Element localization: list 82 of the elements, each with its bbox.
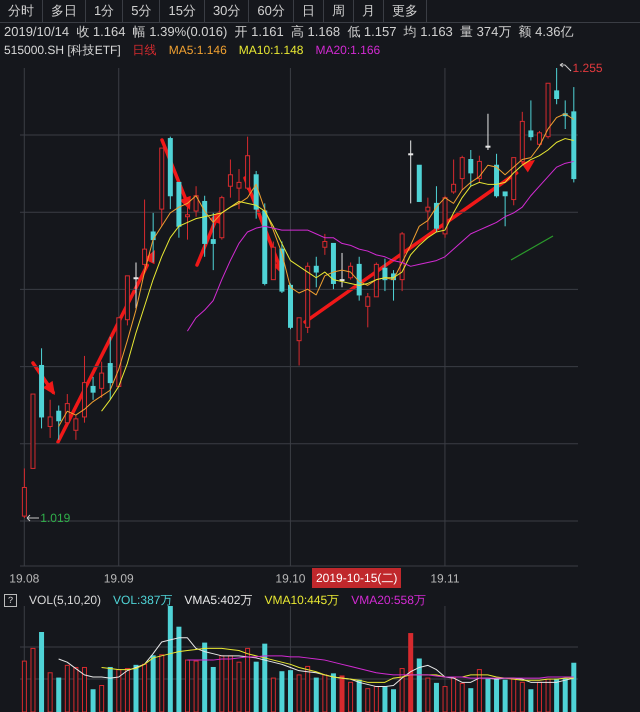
- candlestick: [485, 113, 490, 150]
- chart-title: VOL(5,10,20): [29, 592, 102, 608]
- text: 周: [324, 0, 354, 22]
- text: 30分: [204, 0, 250, 22]
- chart-title: 515000.SH [科技ETF]: [4, 42, 121, 58]
- candlestick: [254, 170, 259, 220]
- text: 更多: [384, 0, 427, 22]
- bar: [288, 670, 294, 712]
- text: VMA5:402万: [184, 592, 252, 608]
- candlestick: [210, 212, 216, 271]
- bar: [416, 658, 422, 712]
- text: 2019-10-15(二): [312, 568, 402, 588]
- candlestick: [99, 361, 104, 398]
- series-label: VOL:387万: [113, 592, 172, 608]
- text: MA20:1.166: [315, 42, 380, 58]
- bar: [39, 632, 44, 712]
- text: ?: [4, 594, 17, 606]
- annotation: 1.255: [572, 61, 603, 75]
- candlestick: [90, 376, 96, 400]
- text: 5分: [123, 0, 160, 22]
- text: MA10:1.148: [238, 42, 304, 58]
- bar: [554, 678, 560, 712]
- bar: [340, 675, 345, 712]
- x-tick-label: 19.10: [275, 572, 306, 586]
- bar: [434, 682, 439, 712]
- bar: [202, 642, 208, 712]
- text: 1分: [86, 0, 124, 22]
- bar: [562, 678, 568, 712]
- bar: [528, 689, 534, 712]
- candlestick: [365, 292, 370, 328]
- bar: [168, 606, 173, 712]
- text: 60分: [249, 0, 294, 22]
- candlestick: [39, 348, 44, 429]
- x-tick-label: 19.09: [104, 572, 134, 586]
- bar: [56, 678, 62, 712]
- candlestick: [571, 86, 576, 183]
- bar: [176, 626, 182, 712]
- text: VMA10:445万: [264, 592, 340, 608]
- candlestick: [133, 262, 138, 309]
- bar: [330, 673, 336, 712]
- bar: [571, 662, 576, 712]
- candlestick: [425, 197, 430, 231]
- text: 分时: [0, 0, 43, 22]
- chart-subtitle: 2019/10/14 收 1.164 幅 1.39%(0.016) 开 1.161 高 1.168 低 1.157 均 1.163 量 374万 额 4.36亿: [4, 23, 574, 41]
- candlestick: [108, 336, 113, 400]
- bar: [314, 678, 319, 712]
- bar: [210, 666, 216, 712]
- candlestick: [314, 256, 319, 288]
- bar: [468, 688, 474, 712]
- candlestick: [528, 100, 534, 141]
- bar: [356, 680, 362, 712]
- bar: [382, 686, 388, 712]
- candlestick: [228, 159, 233, 198]
- bar: [485, 678, 490, 712]
- text: 月: [354, 0, 384, 22]
- text: MA5:1.146: [168, 42, 227, 58]
- bar: [150, 655, 156, 712]
- candlestick: [408, 140, 414, 204]
- bar: [133, 664, 138, 712]
- bar: [279, 671, 284, 712]
- bar: [391, 689, 396, 712]
- bar: [90, 689, 96, 712]
- candlestick: [64, 394, 70, 427]
- x-tick-label: 19.11: [430, 572, 460, 586]
- candlestick: [236, 168, 242, 210]
- bar: [502, 680, 508, 712]
- text: 日: [294, 0, 324, 22]
- candlestick: [184, 206, 190, 240]
- bar: [262, 644, 268, 712]
- text: 多日: [43, 0, 86, 22]
- text: 15分: [160, 0, 205, 22]
- candlestick: [382, 258, 388, 292]
- text: VMA20:558万: [351, 592, 426, 608]
- x-tick-label: 19.08: [9, 572, 40, 586]
- candlestick: [48, 399, 53, 438]
- candlestick: [468, 149, 474, 187]
- bar: [254, 662, 259, 712]
- bar: [494, 678, 500, 712]
- annotation: 1.019: [40, 511, 70, 525]
- bar: [108, 666, 113, 712]
- text: 日线: [132, 42, 157, 58]
- bar: [408, 633, 414, 712]
